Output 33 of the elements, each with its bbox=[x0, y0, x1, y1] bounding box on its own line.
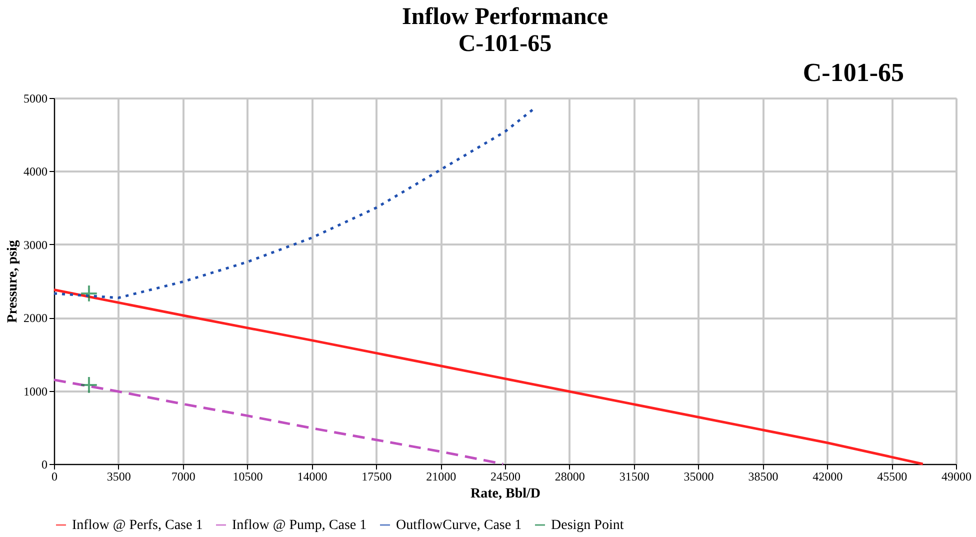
x-tick-label: 24500 bbox=[490, 470, 520, 484]
line-series bbox=[52, 288, 924, 466]
x-tick-label: 3500 bbox=[106, 470, 131, 484]
legend-label: Inflow @ Perfs, Case 1 bbox=[72, 518, 203, 533]
y-tick-label: 5000 bbox=[24, 92, 48, 106]
x-tick-label: 28000 bbox=[554, 470, 585, 484]
y-axis-title: Pressure, psig bbox=[6, 240, 20, 323]
y-tick-label: 4000 bbox=[24, 164, 48, 179]
chart-subtitle: C-101-65 bbox=[458, 31, 552, 57]
y-tick-label: 1000 bbox=[24, 384, 48, 398]
line-series bbox=[52, 108, 534, 300]
legend-label: Design Point bbox=[551, 518, 624, 533]
x-tick-label: 0 bbox=[52, 470, 58, 484]
x-tick-label: 38500 bbox=[748, 470, 778, 484]
y-tick-label: 2000 bbox=[24, 311, 48, 326]
y-tick-label: 0 bbox=[42, 458, 48, 472]
x-tick-label: 14000 bbox=[297, 470, 328, 484]
legend-label: OutflowCurve, Case 1 bbox=[396, 518, 522, 533]
x-axis-title: Rate, Bbl/D bbox=[470, 486, 540, 502]
x-tick-label: 42000 bbox=[812, 470, 843, 484]
x-tick-label: 7000 bbox=[171, 470, 196, 484]
y-tick-label: 3000 bbox=[24, 238, 48, 252]
x-tick-label: 49000 bbox=[942, 470, 972, 484]
x-tick-label: 21000 bbox=[426, 470, 456, 484]
chart-title: Inflow Performance bbox=[402, 4, 608, 30]
x-tick-label: 31500 bbox=[619, 470, 650, 484]
text: C-101-65 bbox=[802, 58, 904, 87]
line-series bbox=[52, 378, 504, 466]
legend-label: Inflow @ Pump, Case 1 bbox=[232, 518, 367, 533]
x-tick-label: 45500 bbox=[877, 470, 908, 484]
x-tick-label: 10500 bbox=[232, 470, 263, 484]
x-tick-label: 35000 bbox=[684, 470, 714, 484]
x-tick-label: 17500 bbox=[362, 470, 392, 484]
